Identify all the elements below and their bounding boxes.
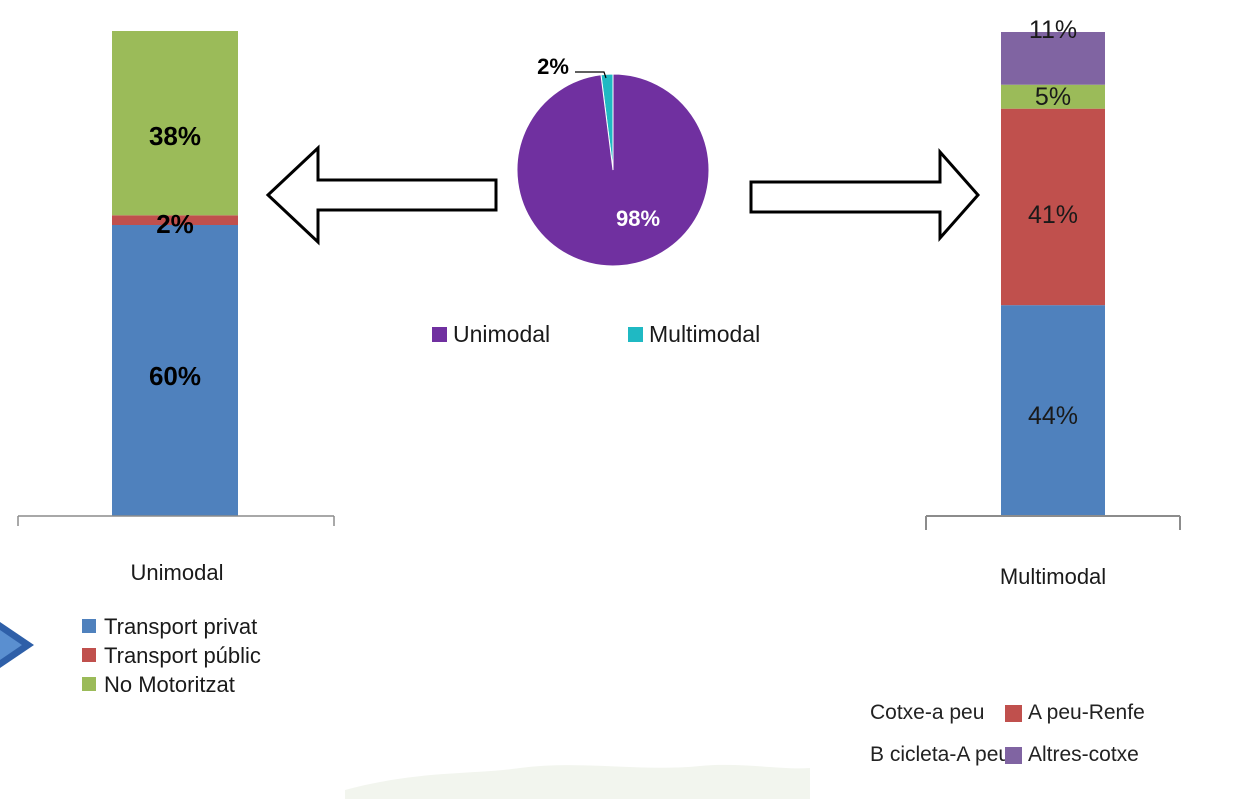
data-label: 5% (1035, 83, 1071, 111)
pie-slice-label: 98% (616, 206, 660, 231)
data-label: 38% (149, 121, 201, 151)
x-tick-label: Multimodal (1000, 564, 1106, 589)
legend-label: B cicleta-A peu (870, 743, 1011, 766)
unimodal-legend: Transport privat Transport públic No Mot… (82, 612, 282, 699)
legend-item: No Motoritzat (82, 670, 282, 699)
bar-segment-altres-cotxe (1001, 32, 1105, 85)
legend-swatch (1005, 746, 1022, 764)
legend-swatch (82, 677, 96, 691)
legend-label: Altres-cotxe (1028, 743, 1139, 766)
legend-item: Transport públic (82, 641, 282, 670)
multimodal-legend: Cotxe-a peu A peu-Renfe B cicleta-A peu … (870, 692, 1258, 776)
legend-label: A peu-Renfe (1028, 701, 1145, 724)
legend-swatch (1005, 704, 1022, 722)
bar-segment-a-peu-renfe (1001, 108, 1105, 306)
data-label: 11% (1029, 16, 1077, 44)
legend-swatch (432, 327, 447, 342)
pie-leader-line (575, 71, 607, 79)
legend-label: Unimodal (453, 321, 550, 347)
right-arrow-icon (749, 148, 981, 242)
bar-segment-b-cicleta-a-peu (1001, 84, 1105, 109)
legend-label: Cotxe-a peu (870, 701, 985, 724)
bar-segment-cotxe-a-peu (1001, 305, 1105, 516)
legend-label: Transport privat (104, 614, 258, 639)
unimodal-stacked-bar-chart: 60% 2% 38% Unimodal (17, 31, 335, 585)
bar-segment-no-motoritzat (112, 31, 238, 216)
legend-label: Transport públic (104, 643, 261, 668)
multimodal-stacked-bar-chart: 44% 41% 5% 11% Multimodal (925, 16, 1181, 589)
pie-slice-label: 2% (537, 54, 569, 79)
pie-slice-unimodal (516, 73, 710, 267)
bar-segment-transport-p-blic (112, 215, 238, 225)
data-label: 2% (156, 209, 194, 239)
left-arrow-icon (265, 144, 498, 246)
legend-row: B cicleta-A peu Altres-cotxe (870, 734, 1258, 776)
legend-row: Cotxe-a peu A peu-Renfe (870, 692, 1258, 734)
x-tick-label: Unimodal (131, 560, 224, 585)
legend-label: No Motoritzat (104, 672, 235, 697)
legend-item: Transport privat (82, 612, 282, 641)
data-label: 44% (1028, 402, 1078, 430)
logo-fragment-icon (0, 622, 34, 668)
legend-swatch (82, 619, 96, 633)
legend-label: Multimodal (649, 321, 760, 347)
data-label: 60% (149, 361, 201, 391)
data-label: 41% (1028, 201, 1078, 229)
legend-swatch (82, 648, 96, 662)
bar-segment-transport-privat (112, 225, 238, 516)
mode-share-pie-chart: 2% 98% Unimodal Multimodal (432, 54, 760, 347)
legend-swatch (628, 327, 643, 342)
background-texture (345, 764, 810, 799)
